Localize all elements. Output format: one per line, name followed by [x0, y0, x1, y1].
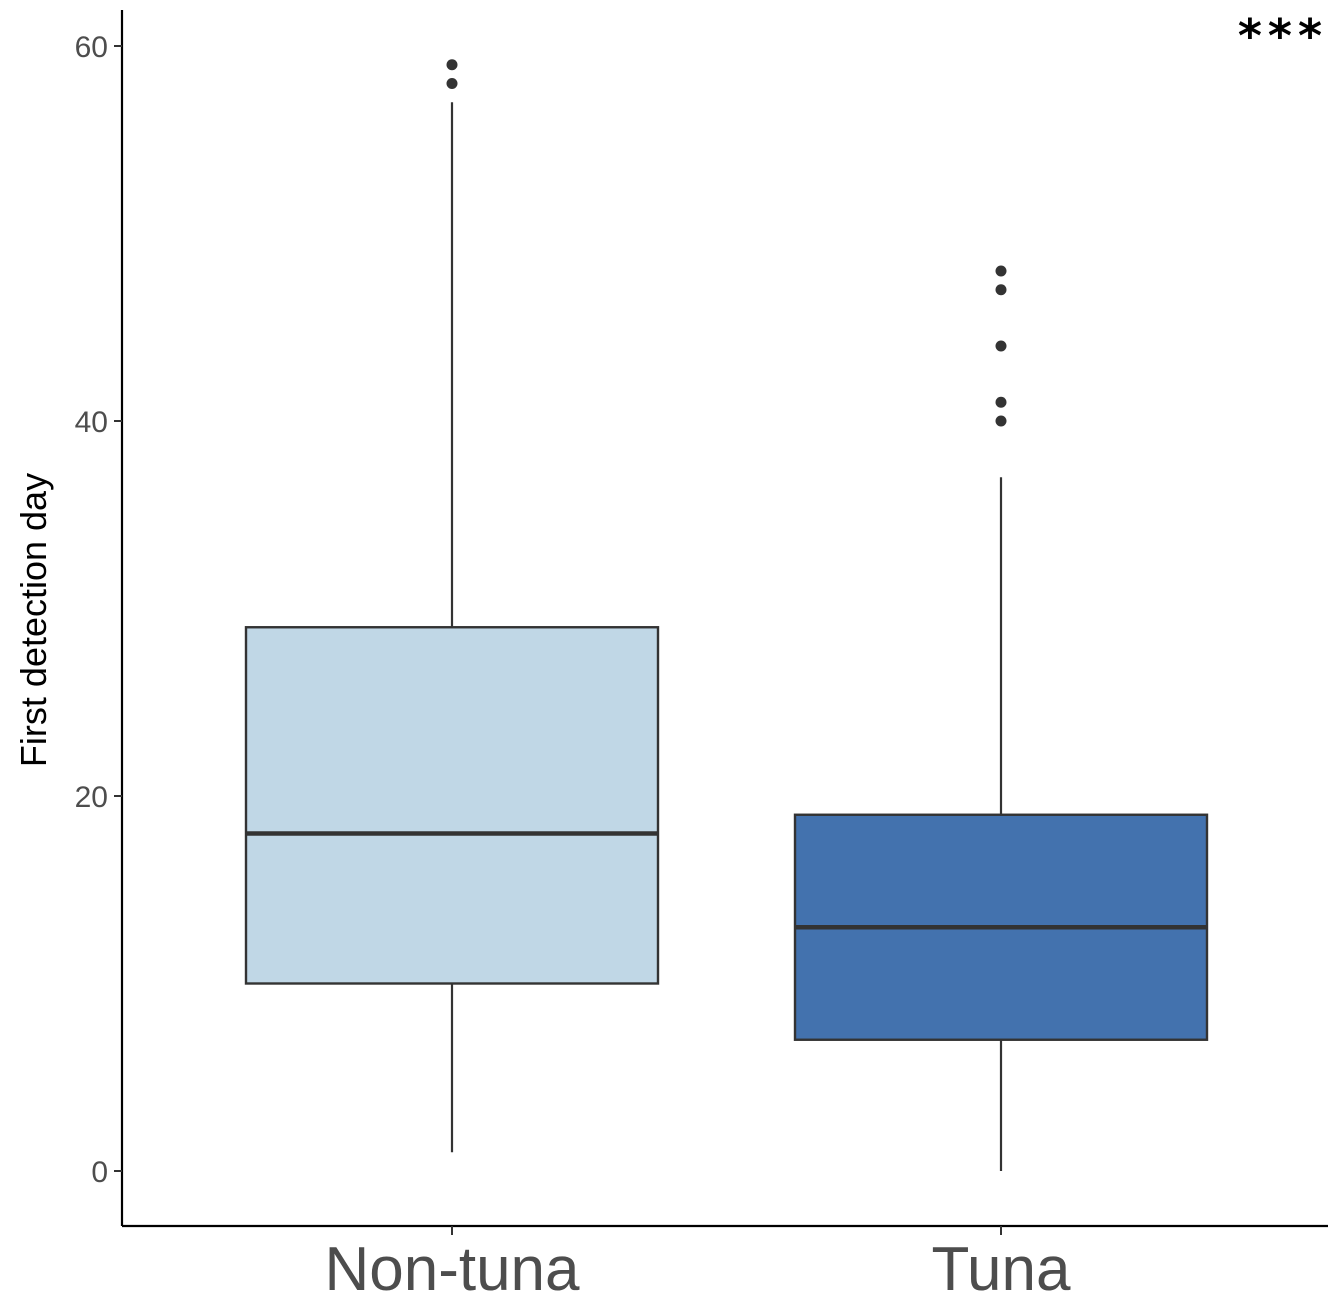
- y-axis-title: First detection day: [13, 473, 54, 767]
- outlier-point: [995, 396, 1007, 408]
- y-tick-label: 20: [75, 781, 108, 814]
- y-tick-label: 60: [75, 31, 108, 64]
- outlier-point: [995, 415, 1007, 427]
- iqr-box: [244, 626, 660, 985]
- outlier-point: [995, 265, 1007, 277]
- outlier-point: [995, 340, 1007, 352]
- outlier-point: [446, 59, 458, 71]
- x-tick-label: Non-tuna: [324, 1235, 580, 1293]
- x-tick-label: Tuna: [931, 1235, 1071, 1293]
- box-tuna: [793, 265, 1209, 1171]
- outlier-point: [446, 78, 458, 89]
- significance-annotation: ***: [1238, 9, 1328, 63]
- y-tick-label: 40: [75, 406, 108, 439]
- outlier-point: [995, 284, 1007, 296]
- box-non-tuna: [244, 59, 660, 1153]
- axes: 0 20 40 60 Non-tuna Tuna: [75, 10, 1328, 1293]
- plot-area: [244, 59, 1209, 1171]
- y-tick-label: 0: [91, 1156, 108, 1189]
